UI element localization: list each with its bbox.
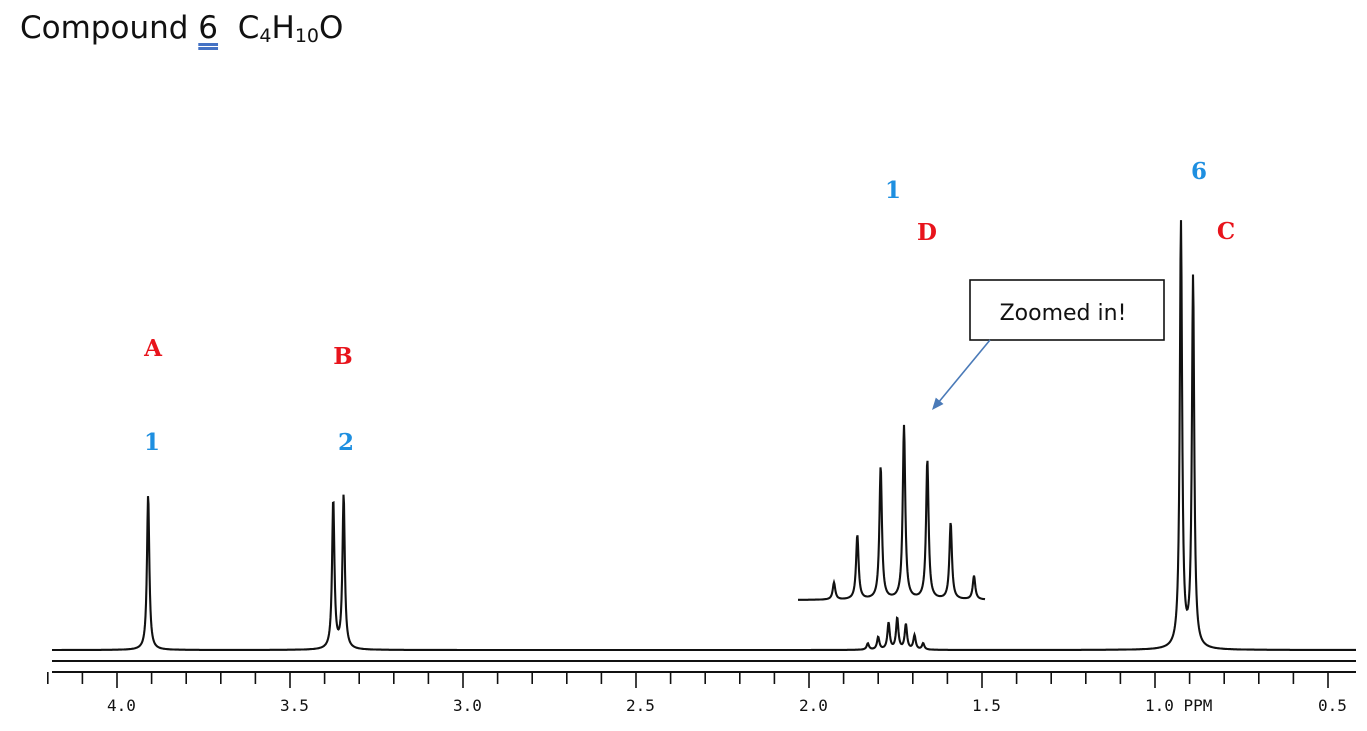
title-prefix: Compound xyxy=(20,10,189,46)
compound-number: 6 xyxy=(198,10,219,46)
tick-label: 1.0 PPM xyxy=(1145,696,1212,715)
tick-label: 2.5 xyxy=(626,696,655,715)
callout: Zoomed in! xyxy=(932,279,1165,410)
inset-trace xyxy=(798,424,986,601)
tick-label: 2.0 xyxy=(799,696,828,715)
zoom-inset xyxy=(798,424,986,601)
callout-arrow-icon xyxy=(932,397,944,410)
peak-letter-D: D xyxy=(917,219,937,246)
callout-box xyxy=(969,279,1165,341)
tick-label: 3.5 xyxy=(280,696,309,715)
tick-label: 4.0 xyxy=(107,696,136,715)
peak-integration-B: 2 xyxy=(338,429,354,456)
peak-integration-C: 6 xyxy=(1191,158,1207,185)
tick-label: 0.5 xyxy=(1318,696,1347,715)
callout-label: Zoomed in! xyxy=(1000,301,1127,326)
ppm-axis: 4.0 3.5 3.0 2.5 2.0 1.5 1.0 PPM 0.5 xyxy=(46,660,1356,715)
spectrum-trace xyxy=(52,220,1356,652)
spectrum-layer xyxy=(52,220,1356,652)
peak-letter-C: C xyxy=(1217,218,1235,245)
callout-arrow-line xyxy=(937,339,991,404)
formula-h-sub: 10 xyxy=(294,25,319,47)
formula-c: C xyxy=(237,10,260,46)
formula-o: O xyxy=(319,10,344,46)
page-title: Compound 6 C4H10O xyxy=(20,10,343,47)
formula-h: H xyxy=(271,10,295,46)
peak-integration-A: 1 xyxy=(144,429,160,456)
peak-letter-A: A xyxy=(143,335,163,362)
peak-integration-D: 1 xyxy=(885,177,901,204)
peak-letter-B: B xyxy=(333,343,352,370)
formula-c-sub: 4 xyxy=(259,25,272,47)
formula: C4H10O xyxy=(237,10,344,47)
tick-label: 1.5 xyxy=(972,696,1001,715)
tick-label: 3.0 xyxy=(453,696,482,715)
